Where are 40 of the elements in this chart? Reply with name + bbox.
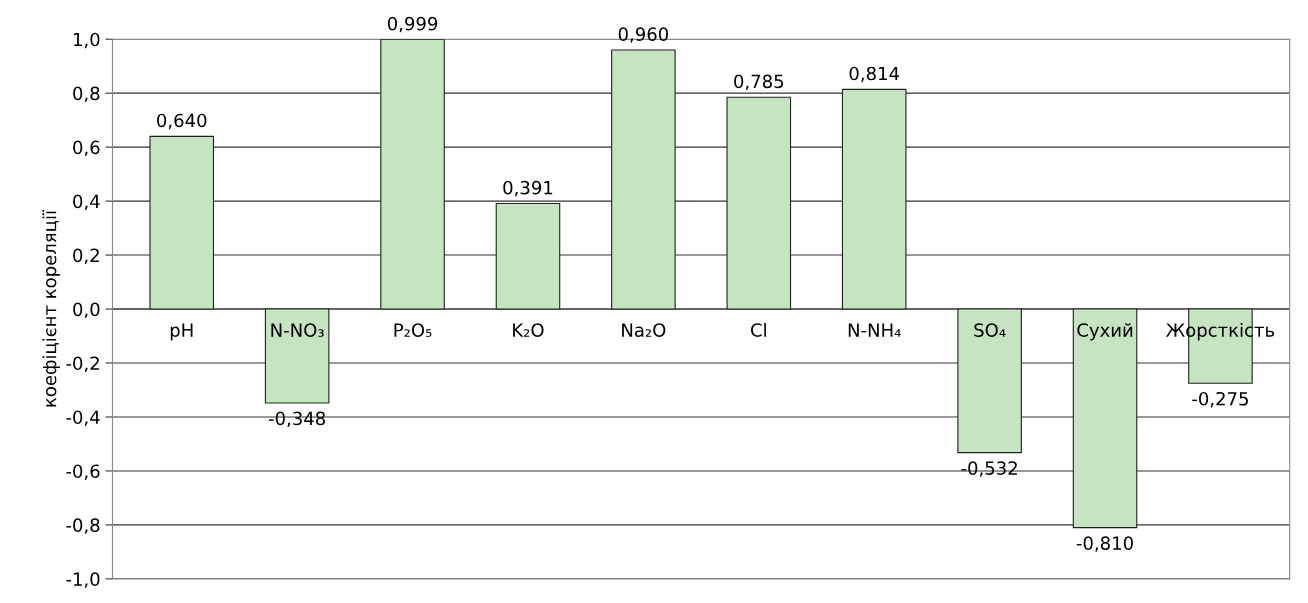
y-tick-label: -1,0 [66,572,100,588]
data-label: 0,785 [734,74,784,90]
x-tick-label: Cl [750,322,766,337]
y-axis-title: коефіцієнт кореляції [42,209,60,407]
bar [1072,308,1138,529]
x-tick-label: Na₂O [622,323,666,337]
bar [841,88,907,310]
bar [726,96,792,310]
x-tick-label: N-NO₃ [271,323,324,337]
bar [149,135,215,310]
y-tick-label: -0,2 [66,356,99,372]
x-tick-label: N-NH₄ [848,323,901,337]
x-tick-label: Сухий [1077,323,1133,341]
data-label: -0,275 [1192,391,1248,408]
data-label: 0,999 [387,16,438,33]
y-tick-label: -0,8 [66,518,100,534]
y-tick-label: 0,2 [73,248,99,265]
y-tick-label: 0,0 [73,302,100,318]
data-label: -0,810 [1076,536,1133,552]
y-tick-label: -0,6 [66,464,100,480]
y-tick-label: -0,4 [66,410,100,426]
bar [264,308,330,404]
x-tick-label: P₂O₅ [394,323,432,337]
y-tick-label: 0,6 [73,140,100,157]
data-label: 0,640 [157,113,207,130]
data-label: 0,960 [618,27,669,43]
x-tick-label: K₂O [513,323,544,337]
y-tick-label: 0,4 [73,194,100,211]
y-tick-label: 0,8 [73,86,100,103]
data-label: -0,532 [961,461,1017,477]
y-tick-label: 1,0 [73,32,100,49]
data-label: 0,391 [503,180,553,197]
x-tick-label: SO₄ [974,323,1006,337]
bar [957,308,1022,454]
data-label: -0,348 [268,411,326,428]
x-tick-label: pH [170,323,193,341]
bar [495,202,561,310]
bar [380,39,445,310]
data-label: 0,814 [849,66,900,83]
bar [611,49,676,310]
